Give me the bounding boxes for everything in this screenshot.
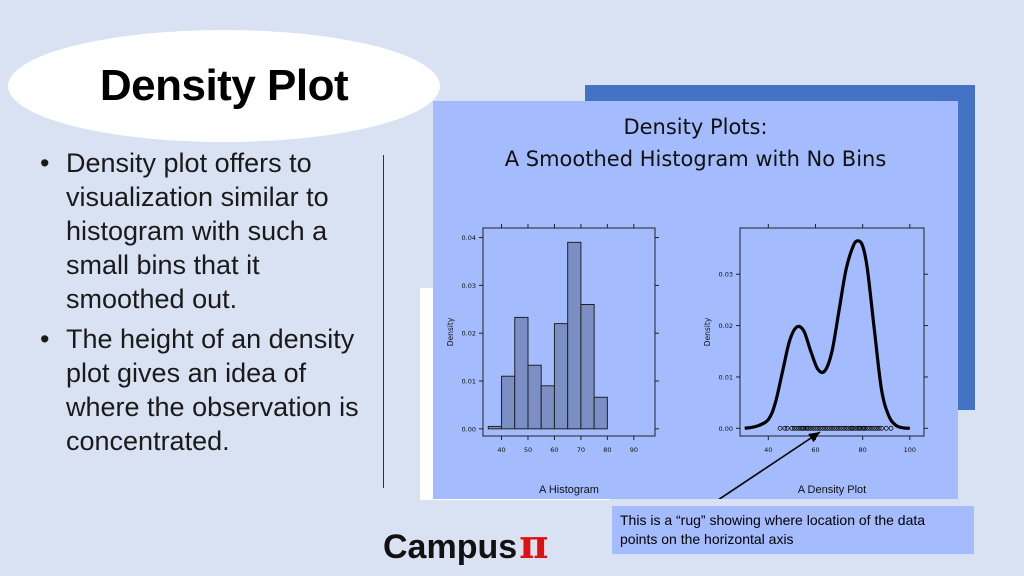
bullet-text: The height of an density plot gives an i…: [66, 324, 359, 456]
rug-point: [846, 425, 851, 431]
x-tick-label: 60: [811, 446, 819, 454]
rug-point: [879, 425, 884, 431]
figure-title-line1: Density Plots:: [623, 115, 768, 139]
rug-point: [815, 425, 821, 431]
x-tick-label: 40: [764, 446, 772, 454]
bullet-item: • Density plot offers to visualization s…: [40, 146, 370, 316]
figure-title-line2: A Smoothed Histogram with No Bins: [504, 147, 887, 171]
rug-point: [888, 425, 894, 431]
rug-point: [789, 425, 795, 431]
rug-point: [841, 425, 847, 431]
rug-point: [820, 425, 825, 431]
rug-point: [862, 425, 868, 431]
bullet-marker: •: [40, 324, 50, 354]
rug-point: [784, 425, 790, 431]
rug-point: [806, 425, 811, 431]
rug-point: [824, 425, 830, 431]
histogram-bar: [593, 396, 608, 430]
bullet-item: • The height of an density plot gives an…: [40, 322, 370, 458]
y-tick-label: 0.01: [719, 373, 733, 381]
histogram-bar: [487, 425, 503, 430]
chart-caption: A Density Plot: [798, 484, 866, 496]
rug-point: [796, 425, 802, 431]
rug-point: [839, 425, 844, 431]
rug-point: [872, 425, 877, 431]
x-tick-label: 80: [859, 446, 867, 454]
rug-point: [834, 425, 840, 431]
x-tick-label: 100: [904, 446, 916, 454]
density-curve: [744, 239, 910, 430]
y-tick-label: 0.04: [462, 234, 476, 242]
y-axis-label: Density: [703, 317, 712, 346]
plot-frame: [482, 227, 656, 437]
rug-point: [864, 425, 870, 431]
rug-point: [831, 425, 837, 431]
chart-caption: A Histogram: [539, 484, 599, 496]
bullet-marker: •: [40, 148, 50, 178]
histogram-bar: [580, 304, 595, 430]
rug-point: [869, 425, 875, 431]
x-tick-label: 70: [577, 446, 585, 454]
rug-point: [810, 425, 816, 431]
rug-point: [874, 425, 880, 431]
callout-arrow-head: [808, 432, 820, 443]
x-tick-label: 50: [524, 446, 532, 454]
campus-pi-logo: Campus π: [383, 521, 549, 568]
figure-panel: Density Plots: A Smoothed Histogram with…: [433, 101, 958, 499]
rug-point: [876, 425, 882, 431]
slide-title: Density Plot: [99, 61, 349, 110]
rug-point: [782, 425, 788, 431]
rug-point: [857, 425, 863, 431]
histogram-bar: [540, 385, 555, 430]
histogram-bar: [514, 316, 529, 430]
rug-point: [850, 425, 856, 431]
histogram-bar: [527, 364, 542, 430]
rug-point: [829, 425, 835, 431]
y-tick-label: 0.00: [462, 425, 476, 433]
figure-title: Density Plots: A Smoothed Histogram with…: [433, 111, 958, 175]
histogram-bar: [567, 241, 582, 430]
logo-pi-symbol: π: [519, 521, 549, 568]
plots-svg: 0.00 0.01 0.02 0.03 0.04 40 50 60 70 80 90 Density A…: [446, 224, 928, 499]
logo-text: Campus: [383, 528, 518, 566]
rug-point: [813, 425, 818, 431]
x-tick-label: 40: [497, 446, 505, 454]
x-tick-label: 60: [550, 446, 558, 454]
y-axis-label: Density: [446, 317, 455, 346]
y-tick-label: 0.03: [719, 271, 733, 279]
divider-line: [383, 155, 384, 488]
rug-point: [853, 425, 858, 431]
rug-point: [867, 425, 873, 431]
rug-point: [794, 425, 800, 431]
rug-point: [843, 425, 849, 431]
y-tick-label: 0.02: [462, 330, 476, 338]
x-tick-label: 90: [630, 446, 638, 454]
histogram-bar: [553, 323, 569, 430]
histogram-bar: [501, 375, 516, 430]
title-ellipse: Density Plot: [8, 30, 440, 142]
bullet-list: • Density plot offers to visualization s…: [40, 146, 370, 464]
plot-frame: [739, 227, 925, 437]
rug-point: [791, 425, 797, 431]
y-tick-label: 0.02: [719, 322, 733, 330]
rug-point: [883, 425, 889, 431]
rug-point: [817, 425, 823, 431]
rug-point: [808, 425, 814, 431]
callout-arrow-line: [718, 431, 821, 499]
y-tick-label: 0.01: [462, 378, 476, 386]
rug-point: [801, 425, 807, 431]
bullet-text: Density plot offers to visualization sim…: [66, 148, 329, 314]
rug-point: [836, 425, 842, 431]
y-tick-label: 0.00: [719, 425, 733, 433]
rug-callout: This is a “rug” showing where location o…: [612, 506, 974, 554]
y-tick-label: 0.03: [462, 282, 476, 290]
rug-point: [827, 425, 833, 431]
rug-point: [822, 425, 828, 431]
rug-point: [777, 425, 783, 431]
x-tick-label: 80: [603, 446, 611, 454]
